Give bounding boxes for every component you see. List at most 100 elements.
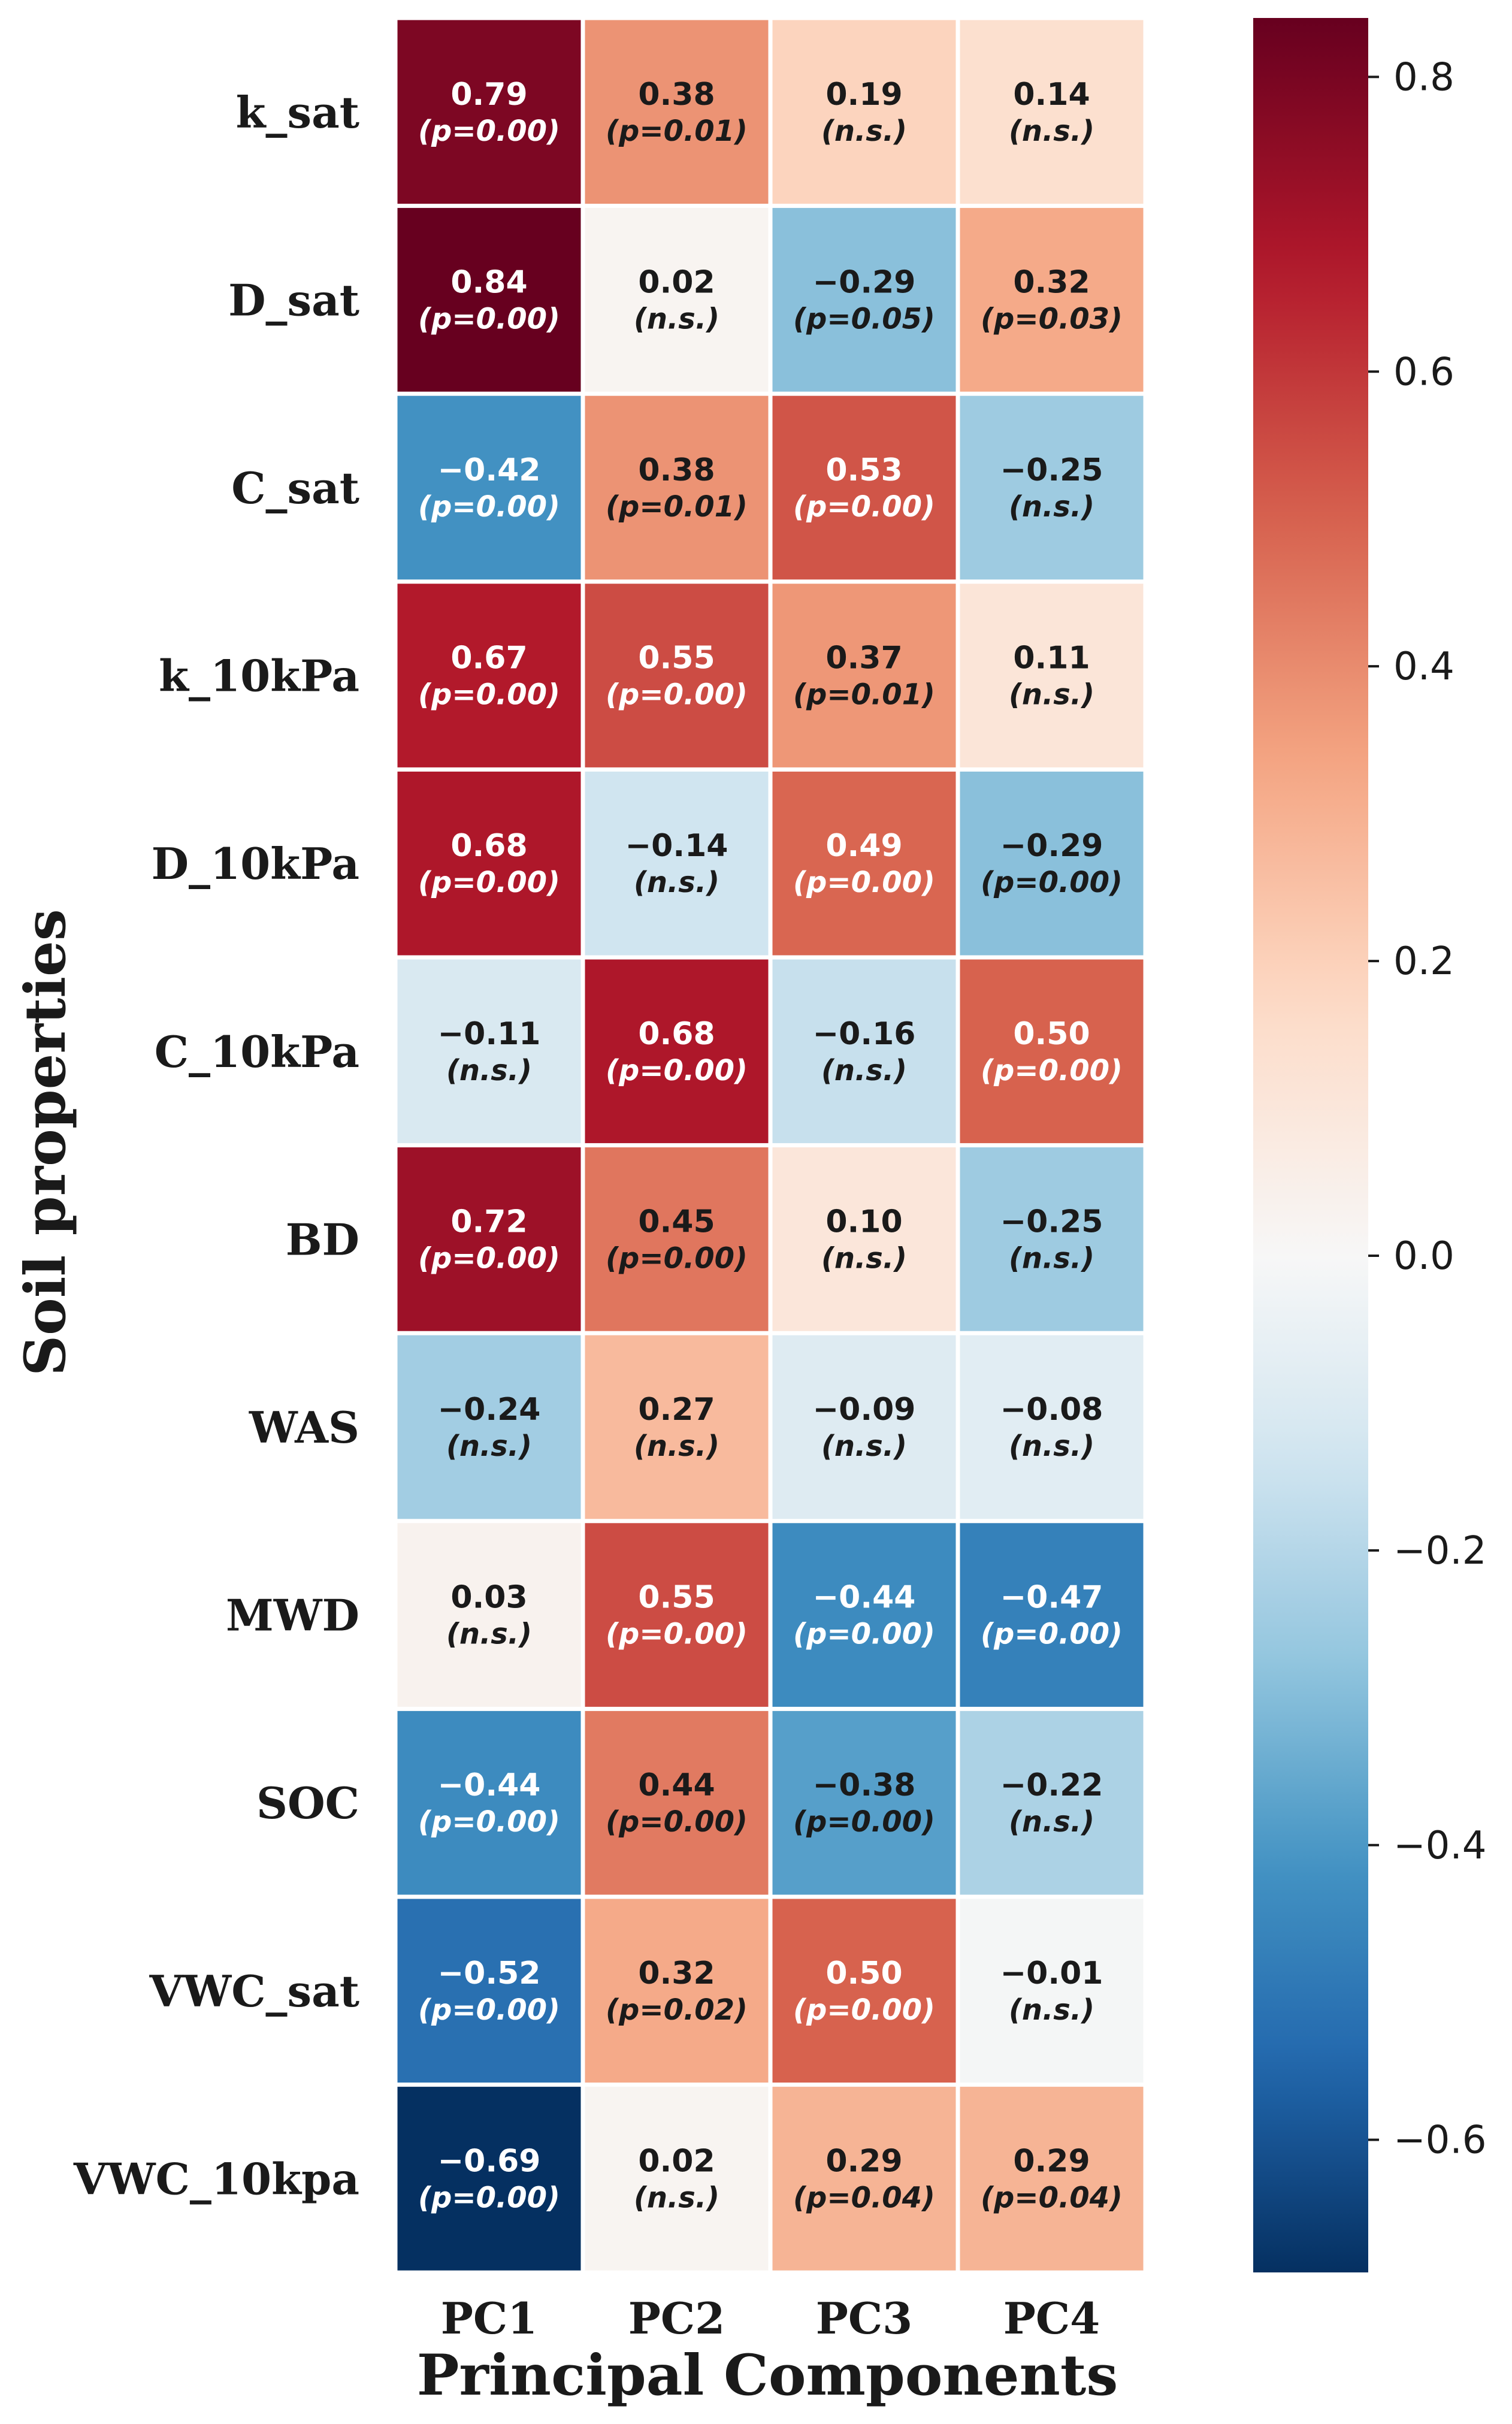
heatmap-cell-rect xyxy=(397,395,581,580)
cell-value-label: 0.55 xyxy=(638,640,715,676)
cell-p-label: (p=0.00) xyxy=(606,1241,748,1275)
colorbar-tick-label: −0.2 xyxy=(1393,1529,1486,1573)
cell-p-label: (n.s.) xyxy=(821,114,907,148)
colorbar-tick-label: −0.4 xyxy=(1393,1824,1486,1868)
heatmap-cell: −0.38(p=0.00) xyxy=(772,1710,956,1895)
heatmap-cell-rect xyxy=(772,959,956,1144)
colorbar-tick-label: 0.2 xyxy=(1393,939,1454,984)
heatmap-cell-rect xyxy=(772,1899,956,2083)
x-axis-title: Principal Components xyxy=(417,2343,1118,2408)
cell-p-label: (n.s.) xyxy=(821,1429,907,1463)
heatmap-cell-rect xyxy=(585,1147,769,1331)
cell-value-label: 0.44 xyxy=(638,1767,715,1803)
cell-p-label: (p=0.00) xyxy=(981,1618,1123,1651)
cell-p-label: (p=0.00) xyxy=(793,866,935,899)
colorbar-tick-label: 0.4 xyxy=(1393,645,1454,689)
cell-value-label: 0.50 xyxy=(1013,1016,1090,1052)
heatmap-cell: 0.68(p=0.00) xyxy=(397,771,581,956)
cell-value-label: 0.03 xyxy=(450,1580,527,1616)
heatmap-cell: 0.44(p=0.00) xyxy=(585,1710,769,1895)
column-label-pc2: PC2 xyxy=(628,2293,725,2344)
cell-p-label: (p=0.00) xyxy=(418,1241,560,1275)
cell-p-label: (p=0.04) xyxy=(793,2181,935,2214)
column-label-pc1: PC1 xyxy=(441,2293,538,2344)
cell-value-label: −0.29 xyxy=(1000,828,1103,864)
cell-p-label: (p=0.00) xyxy=(606,1054,748,1087)
row-label-bd: BD xyxy=(286,1214,359,1265)
heatmap-cell: 0.67(p=0.00) xyxy=(397,584,581,767)
row-label-c_sat: C_sat xyxy=(231,463,359,513)
cell-p-label: (n.s.) xyxy=(1009,1429,1094,1463)
heatmap-cell: −0.01(n.s.) xyxy=(960,1899,1144,2083)
y-axis-title: Soil properties xyxy=(13,909,78,1376)
heatmap-cell-rect xyxy=(397,1899,581,2083)
cell-p-label: (n.s.) xyxy=(634,2181,719,2214)
cell-p-label: (p=0.01) xyxy=(606,114,748,148)
column-label-pc4: PC4 xyxy=(1003,2293,1100,2344)
cell-p-label: (p=0.00) xyxy=(981,866,1123,899)
cell-value-label: −0.25 xyxy=(1000,452,1103,488)
heatmap-cell: −0.42(p=0.00) xyxy=(397,395,581,580)
cell-value-label: 0.10 xyxy=(825,1204,902,1240)
cell-p-label: (p=0.00) xyxy=(418,678,560,712)
heatmap-cell: −0.29(p=0.00) xyxy=(960,771,1144,956)
heatmap-cell-rect xyxy=(772,584,956,767)
cell-p-label: (p=0.00) xyxy=(418,2181,560,2214)
heatmap-cell-rect xyxy=(397,208,581,392)
heatmap-cell: 0.50(p=0.00) xyxy=(772,1899,956,2083)
heatmap-cell-rect xyxy=(772,1710,956,1895)
heatmap-cell: 0.02(n.s.) xyxy=(585,2087,769,2271)
cell-value-label: 0.67 xyxy=(450,640,527,676)
heatmap-cell-rect xyxy=(772,771,956,956)
heatmap-cell-rect xyxy=(960,2087,1144,2271)
cell-value-label: 0.79 xyxy=(450,77,527,113)
heatmap-cell-rect xyxy=(397,20,581,204)
heatmap-cell: 0.32(p=0.03) xyxy=(960,208,1144,392)
cell-value-label: 0.11 xyxy=(1013,640,1090,676)
cell-value-label: 0.38 xyxy=(638,77,715,113)
heatmap-cell: −0.29(p=0.05) xyxy=(772,208,956,392)
cell-value-label: −0.11 xyxy=(438,1016,541,1052)
cell-p-label: (p=0.00) xyxy=(418,1805,560,1839)
heatmap-cell-rect xyxy=(960,395,1144,580)
heatmap-cell-rect xyxy=(960,1899,1144,2083)
cell-value-label: −0.24 xyxy=(438,1392,541,1428)
cell-value-label: 0.32 xyxy=(1013,264,1090,300)
heatmap-cell: 0.02(n.s.) xyxy=(585,208,769,392)
heatmap-cell: −0.16(n.s.) xyxy=(772,959,956,1144)
cell-p-label: (n.s.) xyxy=(446,1429,532,1463)
row-label-d_sat: D_sat xyxy=(228,274,359,325)
cell-value-label: 0.68 xyxy=(638,1016,715,1052)
heatmap-cell: −0.52(p=0.00) xyxy=(397,1899,581,2083)
cell-value-label: −0.16 xyxy=(813,1016,916,1052)
row-labels: k_sat D_sat C_sat k_10kPa D_10kPa C_10kPa BD WA… xyxy=(73,87,359,2205)
row-label-soc: SOC xyxy=(256,1778,359,1828)
heatmap-cell: 0.03(n.s.) xyxy=(397,1523,581,1707)
cell-value-label: 0.49 xyxy=(825,828,902,864)
row-label-vwc_sat: VWC_sat xyxy=(149,1966,359,2017)
cell-p-label: (n.s.) xyxy=(446,1054,532,1087)
cell-value-label: −0.38 xyxy=(813,1767,916,1803)
cell-value-label: 0.27 xyxy=(638,1392,715,1428)
heatmap-cell-rect xyxy=(960,1335,1144,1519)
heatmap-cell: −0.11(n.s.) xyxy=(397,959,581,1144)
heatmap-cell-rect xyxy=(772,208,956,392)
heatmap-cell: 0.29(p=0.04) xyxy=(960,2087,1144,2271)
heatmap-cell-rect xyxy=(772,1523,956,1707)
cell-p-label: (p=0.00) xyxy=(606,678,748,712)
row-label-k_10kpa: k_10kPa xyxy=(159,651,359,702)
heatmap-cell: 0.14(n.s.) xyxy=(960,20,1144,204)
heatmap-cell-rect xyxy=(772,2087,956,2271)
column-label-pc3: PC3 xyxy=(816,2293,913,2344)
row-label-was: WAS xyxy=(249,1402,359,1453)
cell-value-label: 0.02 xyxy=(638,264,715,300)
heatmap-cell-rect xyxy=(585,959,769,1144)
cell-value-label: 0.53 xyxy=(825,452,902,488)
heatmap-cell-rect xyxy=(772,1147,956,1331)
colorbar-tick-label: 0.6 xyxy=(1393,350,1454,394)
cell-p-label: (p=0.03) xyxy=(981,302,1123,336)
row-label-mwd: MWD xyxy=(226,1590,359,1641)
row-label-vwc_10kpa: VWC_10kpa xyxy=(73,2153,359,2204)
cell-p-label: (n.s.) xyxy=(1009,1241,1094,1275)
cell-value-label: −0.52 xyxy=(438,1955,541,1991)
